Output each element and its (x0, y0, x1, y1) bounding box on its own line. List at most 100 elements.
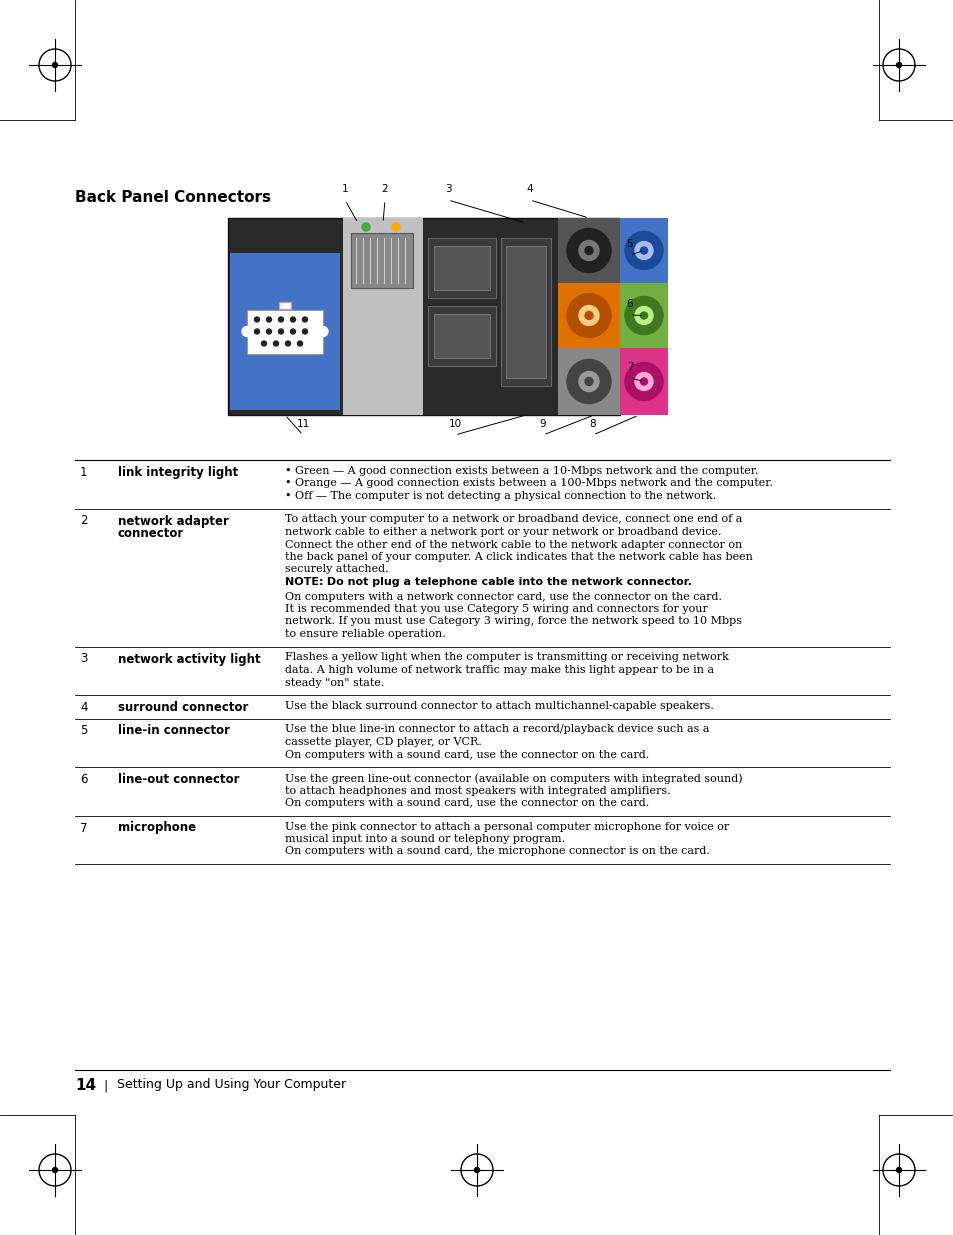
FancyBboxPatch shape (500, 238, 551, 387)
Circle shape (474, 1167, 479, 1172)
Text: microphone: microphone (118, 821, 196, 835)
Circle shape (266, 317, 272, 322)
Text: 2: 2 (80, 515, 88, 527)
Text: 11: 11 (296, 419, 310, 429)
Text: to attach headphones and most speakers with integrated amplifiers.: to attach headphones and most speakers w… (285, 785, 670, 795)
FancyBboxPatch shape (434, 246, 490, 290)
Text: 6: 6 (626, 299, 633, 309)
Text: 3: 3 (444, 184, 451, 194)
Circle shape (392, 224, 399, 231)
FancyBboxPatch shape (505, 246, 545, 378)
Text: Connect the other end of the network cable to the network adapter connector on: Connect the other end of the network cab… (285, 540, 741, 550)
Text: network adapter: network adapter (118, 515, 229, 527)
Circle shape (242, 326, 252, 336)
Circle shape (285, 341, 291, 346)
Circle shape (52, 63, 57, 68)
Text: 14: 14 (75, 1078, 96, 1093)
Circle shape (291, 329, 295, 333)
Text: Use the green line-out connector (available on computers with integrated sound): Use the green line-out connector (availa… (285, 773, 741, 783)
Text: On computers with a sound card, use the connector on the card.: On computers with a sound card, use the … (285, 750, 649, 760)
Circle shape (566, 294, 610, 337)
FancyBboxPatch shape (230, 253, 339, 410)
Text: 3: 3 (80, 652, 88, 666)
Text: • Orange — A good connection exists between a 100-Mbps network and the computer.: • Orange — A good connection exists betw… (285, 478, 772, 489)
FancyBboxPatch shape (428, 306, 496, 366)
Text: NOTE:: NOTE: (285, 577, 323, 587)
Circle shape (254, 329, 259, 333)
Text: 9: 9 (539, 419, 546, 429)
Text: 7: 7 (626, 362, 633, 372)
Text: Use the black surround connector to attach multichannel-capable speakers.: Use the black surround connector to atta… (285, 701, 713, 711)
Text: Do not plug a telephone cable into the network connector.: Do not plug a telephone cable into the n… (323, 577, 691, 587)
Text: 6: 6 (80, 773, 88, 785)
Text: 5: 5 (626, 240, 633, 249)
Text: data. A high volume of network traffic may make this light appear to be in a: data. A high volume of network traffic m… (285, 664, 714, 676)
FancyBboxPatch shape (247, 310, 323, 353)
Text: Setting Up and Using Your Computer: Setting Up and Using Your Computer (117, 1078, 346, 1091)
FancyBboxPatch shape (558, 348, 619, 415)
Text: On computers with a sound card, the microphone connector is on the card.: On computers with a sound card, the micr… (285, 846, 709, 857)
Text: Flashes a yellow light when the computer is transmitting or receiving network: Flashes a yellow light when the computer… (285, 652, 728, 662)
Circle shape (584, 247, 593, 254)
Circle shape (261, 341, 266, 346)
Circle shape (635, 373, 652, 390)
Circle shape (584, 378, 593, 385)
Text: securely attached.: securely attached. (285, 564, 388, 574)
Text: On computers with a network connector card, use the connector on the card.: On computers with a network connector ca… (285, 592, 721, 601)
Text: Back Panel Connectors: Back Panel Connectors (75, 190, 271, 205)
Text: link integrity light: link integrity light (118, 466, 238, 479)
Text: It is recommended that you use Category 5 wiring and connectors for your: It is recommended that you use Category … (285, 604, 707, 614)
Circle shape (302, 317, 307, 322)
Circle shape (584, 311, 593, 320)
Text: 4: 4 (80, 701, 88, 714)
Text: line-out connector: line-out connector (118, 773, 239, 785)
Circle shape (274, 341, 278, 346)
Text: connector: connector (118, 527, 184, 540)
Circle shape (278, 317, 283, 322)
Circle shape (317, 326, 328, 336)
Text: Use the pink connector to attach a personal computer microphone for voice or: Use the pink connector to attach a perso… (285, 821, 728, 831)
Circle shape (278, 329, 283, 333)
Circle shape (639, 378, 647, 385)
Circle shape (566, 359, 610, 404)
Circle shape (635, 242, 652, 259)
Text: steady "on" state.: steady "on" state. (285, 678, 384, 688)
Text: musical input into a sound or telephony program.: musical input into a sound or telephony … (285, 834, 564, 844)
Circle shape (578, 305, 598, 326)
Text: 8: 8 (589, 419, 596, 429)
FancyBboxPatch shape (619, 219, 667, 283)
Text: network. If you must use Category 3 wiring, force the network speed to 10 Mbps: network. If you must use Category 3 wiri… (285, 616, 741, 626)
Text: 2: 2 (381, 184, 388, 194)
Text: On computers with a sound card, use the connector on the card.: On computers with a sound card, use the … (285, 798, 649, 808)
FancyBboxPatch shape (343, 219, 422, 415)
Text: network cable to either a network port or your network or broadband device.: network cable to either a network port o… (285, 527, 720, 537)
Text: 1: 1 (341, 184, 348, 194)
Circle shape (624, 231, 662, 269)
Circle shape (624, 363, 662, 400)
Text: • Off — The computer is not detecting a physical connection to the network.: • Off — The computer is not detecting a … (285, 492, 716, 501)
Circle shape (254, 317, 259, 322)
FancyBboxPatch shape (278, 301, 291, 309)
Text: 1: 1 (80, 466, 88, 479)
Text: To attach your computer to a network or broadband device, connect one end of a: To attach your computer to a network or … (285, 515, 741, 525)
Circle shape (578, 372, 598, 391)
FancyBboxPatch shape (619, 348, 667, 415)
Text: the back panel of your computer. A click indicates that the network cable has be: the back panel of your computer. A click… (285, 552, 752, 562)
Circle shape (639, 247, 647, 254)
Circle shape (624, 296, 662, 335)
Circle shape (302, 329, 307, 333)
FancyBboxPatch shape (434, 314, 490, 358)
Text: |: | (103, 1079, 107, 1093)
Text: surround connector: surround connector (118, 701, 248, 714)
Text: • Green — A good connection exists between a 10-Mbps network and the computer.: • Green — A good connection exists betwe… (285, 466, 758, 475)
FancyBboxPatch shape (619, 283, 667, 348)
FancyBboxPatch shape (351, 233, 413, 288)
Text: line-in connector: line-in connector (118, 725, 230, 737)
Text: 4: 4 (526, 184, 533, 194)
Circle shape (639, 312, 647, 319)
Circle shape (266, 329, 272, 333)
Text: 7: 7 (80, 821, 88, 835)
FancyBboxPatch shape (558, 219, 619, 283)
Circle shape (361, 224, 370, 231)
Text: 5: 5 (80, 725, 88, 737)
